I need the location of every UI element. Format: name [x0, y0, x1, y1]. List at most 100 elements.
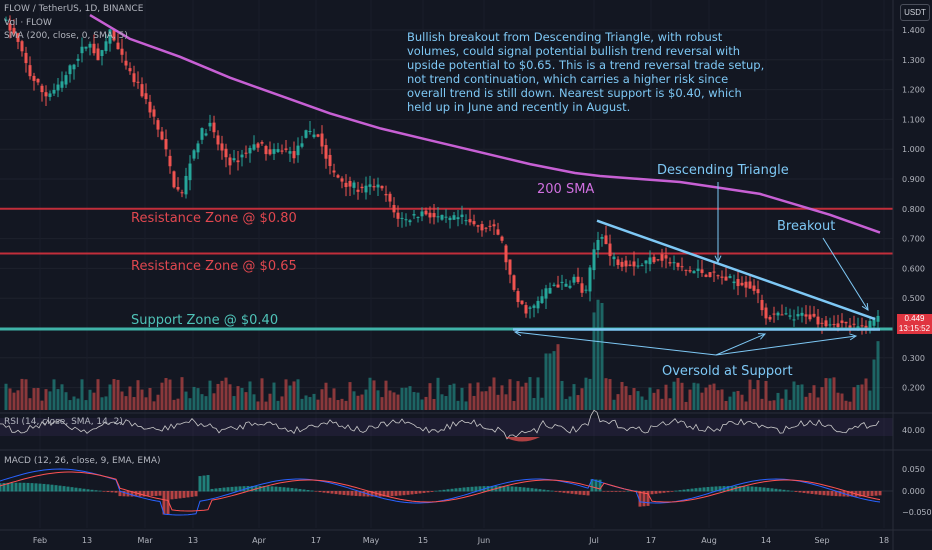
candle-body [428, 212, 432, 218]
macd-histogram-bar [450, 488, 454, 492]
macd-histogram-bar [10, 482, 14, 492]
volume-bar [196, 388, 200, 410]
volume-bar [188, 398, 192, 410]
macd-histogram-bar [506, 486, 510, 492]
macd-histogram-bar [402, 491, 406, 496]
candle-body [520, 300, 524, 304]
macd-histogram-bar [34, 483, 38, 492]
macd-histogram-bar [170, 491, 174, 500]
candle-body [488, 225, 492, 227]
macd-histogram-bar [346, 491, 350, 496]
candle-body [248, 147, 252, 154]
volume-bar [328, 397, 332, 410]
candle-body [356, 189, 360, 192]
volume-bar [704, 387, 708, 410]
candle-body [360, 186, 364, 189]
macd-histogram-bar [878, 491, 882, 496]
sma-legend[interactable]: SMA (200, close, 0, SMA, 5) [4, 31, 128, 41]
candle-body [820, 322, 824, 324]
candle-body [412, 214, 416, 216]
candle-body [144, 93, 148, 100]
triangle-label: Descending Triangle [657, 163, 789, 178]
candle-body [384, 194, 388, 196]
volume-bar [320, 389, 324, 410]
macd-histogram-bar [358, 491, 362, 497]
volume-bar [676, 377, 680, 410]
macd-histogram-bar [614, 491, 618, 492]
candle-body [504, 245, 508, 263]
macd-histogram-bar [550, 490, 554, 492]
candle-body [856, 326, 860, 328]
macd-histogram-bar [58, 485, 62, 492]
macd-histogram-bar [290, 488, 294, 492]
macd-histogram-bar [546, 490, 550, 492]
macd-histogram-bar [558, 491, 562, 493]
macd-legend[interactable]: MACD (12, 26, close, 9, EMA, EMA) [4, 456, 161, 466]
macd-histogram-bar [566, 491, 570, 494]
macd-histogram-bar [310, 490, 314, 492]
candle-body [564, 283, 568, 287]
candle-body [368, 184, 372, 187]
macd-histogram-bar [78, 488, 82, 492]
y-tick-label: 0.500 [902, 294, 925, 303]
candle-body [688, 270, 692, 272]
volume-bar [836, 392, 840, 410]
macd-histogram-bar [518, 487, 522, 492]
support-line [0, 327, 893, 331]
candle-body [476, 225, 480, 227]
volume-bar [36, 387, 40, 410]
candle-body [24, 52, 28, 64]
volume-legend[interactable]: Vol · FLOW [4, 18, 52, 28]
candle-body [276, 149, 280, 152]
volume-bar [276, 400, 280, 410]
candle-body [16, 33, 20, 42]
time-axis: Feb 13 Mar 13 Apr 17 May 15 Jun Jul 17 Aug 14 Sep 18 [0, 529, 932, 545]
candle-body [72, 64, 76, 70]
symbol-legend[interactable]: FLOW / TetherUS, 1D, BINANCE [4, 4, 144, 14]
macd-histogram-bar [466, 487, 470, 492]
volume-bar [396, 394, 400, 410]
candle-body [736, 279, 740, 287]
candle-body [840, 320, 844, 323]
volume-bar [464, 401, 468, 410]
macd-histogram-bar [686, 489, 690, 492]
volume-bar [716, 390, 720, 410]
candle-body [64, 75, 68, 85]
macd-histogram-bar [242, 486, 246, 492]
macd-histogram-bar [146, 491, 150, 497]
candle-body [480, 224, 484, 231]
volume-bar [104, 396, 108, 410]
volume-bar [860, 384, 864, 410]
macd-histogram-bar [498, 485, 502, 492]
candle-body [524, 305, 528, 314]
volume-bar [212, 393, 216, 410]
candle-body [8, 23, 12, 31]
candle-body [828, 324, 832, 326]
candle-body [796, 314, 800, 317]
macd-histogram-bar [834, 491, 838, 497]
macd-histogram-bar [510, 486, 514, 492]
macd-histogram-bar [386, 491, 390, 497]
macd-histogram-bar [118, 491, 122, 497]
volume-bar [656, 389, 660, 410]
macd-histogram-bar [54, 485, 58, 492]
x-tick-label: Mar [137, 536, 153, 545]
volume-bar [780, 398, 784, 410]
candle-body [636, 265, 640, 267]
macd-histogram-bar [794, 491, 798, 492]
macd-histogram-bar [426, 491, 430, 493]
macd-histogram-bar [830, 491, 834, 496]
candle-body [124, 60, 128, 66]
rsi-legend[interactable]: RSI (14, close, SMA, 14, 2) [4, 417, 123, 427]
macd-histogram-bar [106, 491, 110, 493]
candle-body [648, 257, 652, 265]
macd-histogram-bar [742, 486, 746, 492]
macd-histogram-bar [658, 491, 662, 494]
candle-body [780, 314, 784, 316]
currency-unit[interactable]: USDT [900, 4, 930, 21]
volume-bar [488, 386, 492, 410]
volume-bar [856, 384, 860, 410]
candle-body [500, 236, 504, 241]
resistance-065-label: Resistance Zone @ $0.65 [131, 259, 297, 274]
volume-bar [640, 396, 644, 410]
